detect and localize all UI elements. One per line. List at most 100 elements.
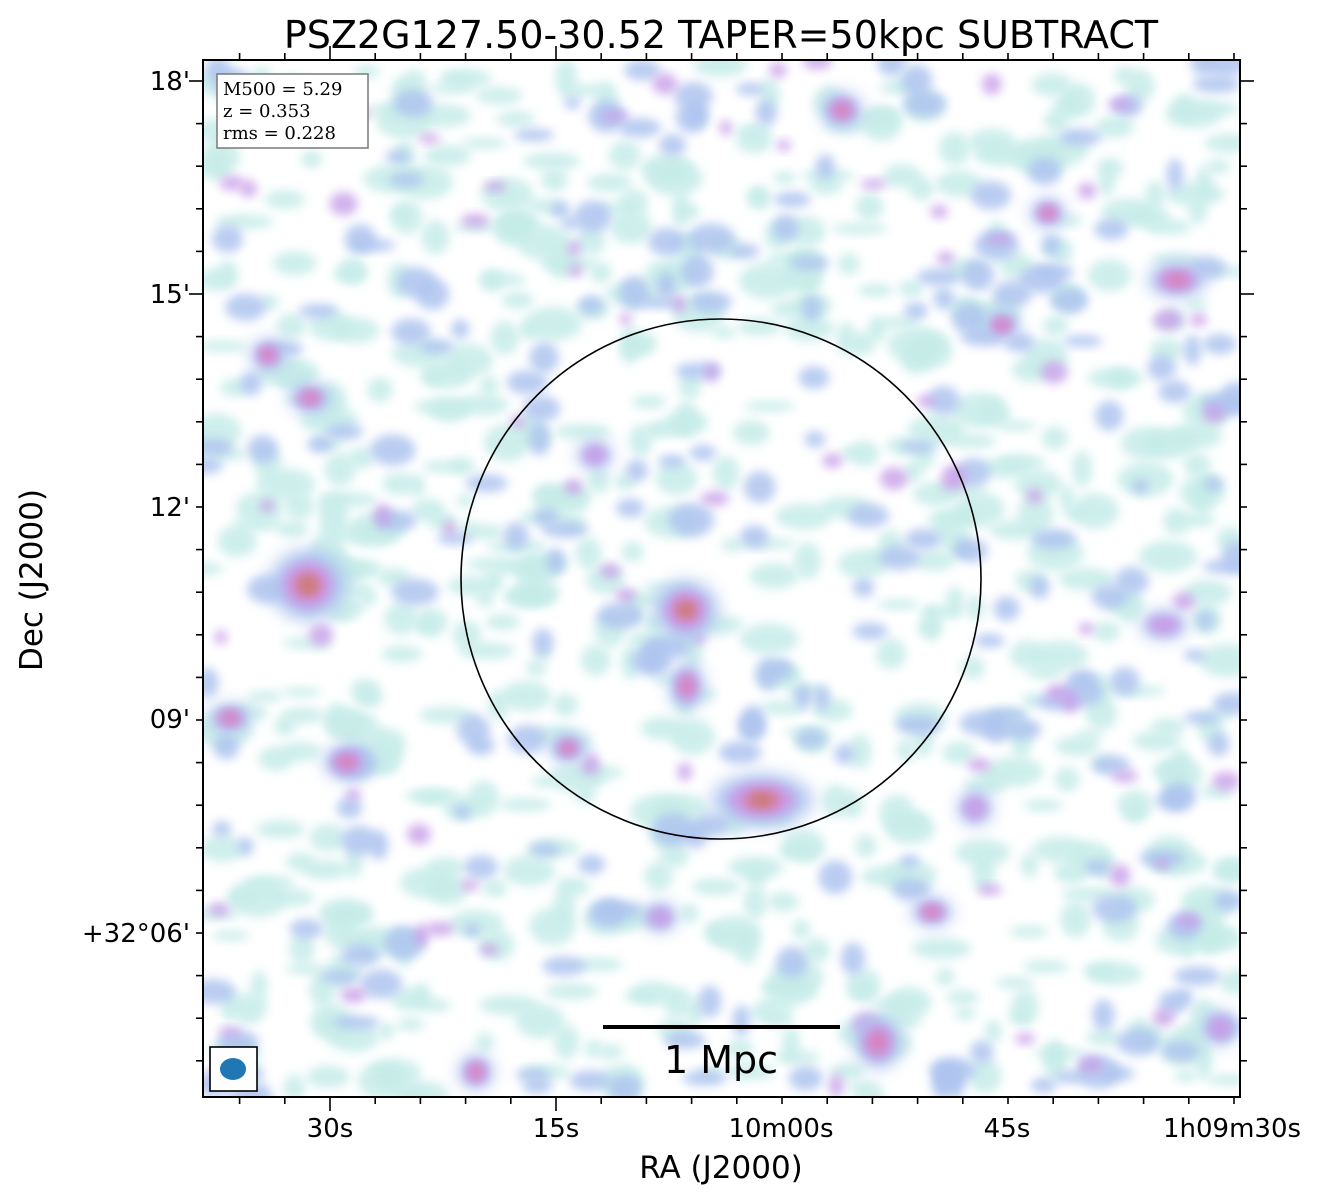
noise-blob xyxy=(697,985,722,1018)
noise-blob xyxy=(705,362,718,383)
info-redshift: z = 0.353 xyxy=(223,101,311,122)
noise-blob xyxy=(946,989,980,1005)
noise-blob xyxy=(1170,422,1223,450)
noise-blob xyxy=(340,944,380,967)
noise-blob xyxy=(1031,836,1090,863)
noise-blob xyxy=(419,339,455,354)
noise-blob xyxy=(490,320,520,355)
noise-blob xyxy=(618,117,662,138)
noise-blob xyxy=(1183,711,1221,725)
noise-blob xyxy=(755,99,778,126)
noise-blob xyxy=(515,1068,551,1082)
noise-blob xyxy=(737,712,766,742)
noise-blob xyxy=(1097,157,1124,178)
noise-blob xyxy=(682,1070,727,1086)
noise-blob xyxy=(437,532,474,545)
noise-blob xyxy=(675,101,709,133)
source-peak xyxy=(221,712,239,724)
noise-blob xyxy=(760,700,806,716)
noise-blob xyxy=(936,1066,957,1086)
noise-blob xyxy=(629,981,676,1005)
noise-blob xyxy=(237,837,254,856)
noise-blob xyxy=(503,522,529,550)
noise-blob xyxy=(336,722,388,746)
noise-blob xyxy=(554,60,578,97)
noise-blob xyxy=(211,930,250,942)
noise-blob xyxy=(749,562,799,590)
noise-blob xyxy=(216,260,239,288)
noise-blob xyxy=(213,734,240,760)
source-peak xyxy=(868,1031,888,1053)
noise-blob xyxy=(255,820,305,839)
noise-blob xyxy=(1018,265,1065,294)
noise-blob xyxy=(447,575,500,597)
noise-blob xyxy=(835,321,857,355)
noise-blob xyxy=(818,860,853,895)
noise-blob xyxy=(589,262,612,283)
noise-blob xyxy=(413,789,452,805)
noise-blob xyxy=(503,855,556,887)
noise-blob xyxy=(393,89,434,118)
noise-blob xyxy=(944,510,978,528)
noise-blob xyxy=(513,128,555,142)
noise-blob xyxy=(416,618,436,633)
noise-blob xyxy=(574,957,623,972)
noise-blob xyxy=(1085,697,1118,730)
noise-blob xyxy=(421,220,450,255)
noise-blob xyxy=(479,375,498,397)
noise-blob xyxy=(460,879,479,892)
noise-blob xyxy=(1131,478,1149,494)
noise-blob xyxy=(324,423,364,440)
noise-blob xyxy=(1174,966,1221,986)
noise-blob xyxy=(485,613,520,631)
noise-blob xyxy=(677,762,693,781)
noise-blob xyxy=(675,400,698,437)
noise-blob xyxy=(1054,766,1080,792)
noise-blob xyxy=(1009,925,1049,938)
noise-blob xyxy=(406,823,432,845)
noise-blob xyxy=(340,825,378,856)
noise-blob xyxy=(285,963,330,975)
source-peak xyxy=(679,676,695,696)
noise-blob xyxy=(1114,66,1136,86)
noise-blob xyxy=(1162,1040,1200,1062)
noise-blob xyxy=(235,491,284,525)
noise-blob xyxy=(218,1027,241,1038)
noise-blob xyxy=(726,1062,775,1081)
noise-blob xyxy=(1173,1070,1198,1082)
noise-blob xyxy=(775,503,833,530)
noise-blob xyxy=(936,251,955,265)
noise-blob xyxy=(510,415,525,429)
noise-blob xyxy=(935,967,955,987)
noise-blob xyxy=(1207,731,1230,757)
noise-blob xyxy=(480,268,503,293)
noise-blob xyxy=(324,452,356,487)
noise-blob xyxy=(903,90,947,117)
noise-blob xyxy=(646,423,666,437)
noise-blob xyxy=(728,243,760,259)
noise-blob xyxy=(922,604,941,641)
noise-blob xyxy=(719,120,733,136)
noise-blob xyxy=(901,64,933,98)
source-peak xyxy=(994,319,1010,331)
info-rms: rms = 0.228 xyxy=(223,123,336,144)
noise-blob xyxy=(1063,82,1096,118)
noise-blob xyxy=(1183,649,1206,662)
noise-blob xyxy=(457,394,509,416)
noise-blob xyxy=(332,1015,380,1030)
noise-blob xyxy=(664,1031,706,1050)
noise-blob xyxy=(802,60,833,70)
source-peak xyxy=(337,754,357,770)
noise-blob xyxy=(911,937,972,960)
noise-blob xyxy=(1099,1066,1135,1082)
noise-blob xyxy=(609,209,652,245)
noise-blob xyxy=(1091,755,1131,775)
noise-blob xyxy=(212,224,243,253)
noise-blob xyxy=(802,294,822,322)
noise-blob xyxy=(573,200,612,234)
noise-blob xyxy=(596,602,643,630)
noise-blob xyxy=(418,133,441,144)
noise-blob xyxy=(1147,354,1177,381)
info-box: M500 = 5.29 z = 0.353 rms = 0.228 xyxy=(216,73,369,149)
noise-blob xyxy=(381,645,423,663)
